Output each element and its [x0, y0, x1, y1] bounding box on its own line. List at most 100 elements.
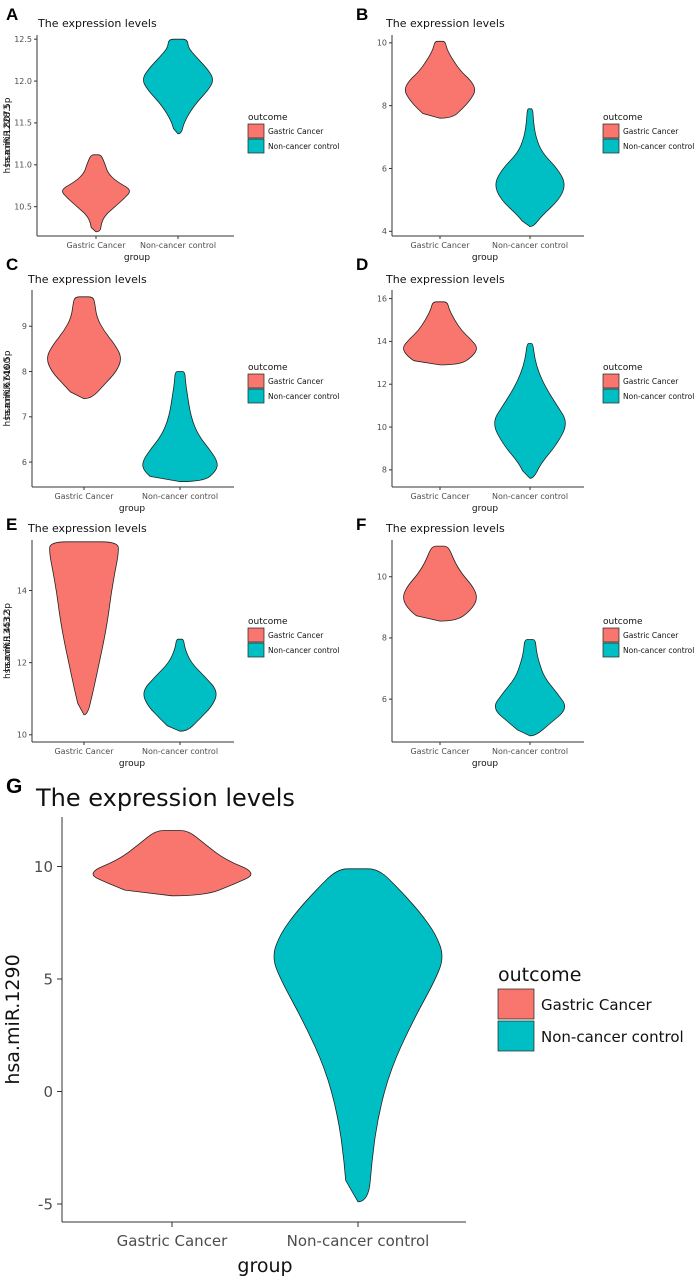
legend-label: Non-cancer control	[623, 142, 694, 151]
legend-title: outcome	[603, 113, 643, 123]
y-tick-label: 6	[382, 164, 387, 173]
violin-non-cancer-control	[142, 371, 218, 483]
violin-non-cancer-control	[143, 38, 213, 135]
legend-label: Non-cancer control	[541, 1028, 684, 1046]
legend-swatch-gastric-cancer	[497, 988, 535, 1020]
x-tick-label: Non-cancer control	[492, 747, 568, 756]
chart-title: The expression levels	[27, 273, 147, 286]
y-axis-label: hsa.miR.1228.5p	[3, 97, 13, 173]
panel-e: E The expression levels 10 12 14 Gastric Canc…	[3, 515, 339, 769]
x-tick-label: Gastric Cancer	[410, 492, 470, 501]
y-tick-label: 9	[22, 322, 27, 331]
chart-title: The expression levels	[27, 522, 147, 535]
y-axis-label: hsa.miR.6100	[3, 357, 13, 419]
legend-label: Non-cancer control	[623, 392, 694, 401]
x-axis-label: group	[119, 504, 145, 514]
y-tick-label: 12.0	[14, 77, 32, 86]
y-tick-label: 12	[377, 380, 387, 389]
y-axis-label: hsa.miR.6746.5p	[3, 350, 13, 426]
x-axis-label: group	[237, 1255, 292, 1276]
x-tick-label: Gastric Cancer	[54, 492, 114, 501]
legend-swatch-non-cancer-control	[602, 642, 620, 658]
violin-gastric-cancer	[403, 301, 477, 366]
violin-non-cancer-control	[495, 108, 565, 228]
y-tick-label: -5	[38, 1195, 53, 1213]
y-tick-label: 8	[22, 367, 27, 376]
y-tick-label: 10	[377, 573, 387, 582]
y-tick-label: 8	[382, 466, 387, 475]
y-tick-label: 4	[382, 227, 387, 236]
y-tick-label: 12.5	[14, 35, 32, 44]
x-tick-label: Non-cancer control	[142, 747, 218, 756]
panel-letter: A	[6, 5, 18, 24]
legend: outcome Gastric Cancer Non-cancer control	[602, 363, 694, 404]
y-tick-label: 14	[377, 337, 387, 346]
x-tick-label: Gastric Cancer	[54, 747, 114, 756]
legend-label: Non-cancer control	[268, 646, 339, 655]
violin-gastric-cancer	[403, 545, 477, 622]
y-tick-label: 0	[43, 1083, 53, 1101]
legend-label: Gastric Cancer	[268, 377, 324, 386]
panel-letter: G	[6, 775, 22, 798]
legend: outcome Gastric Cancer Non-cancer control	[497, 964, 684, 1052]
legend-swatch-gastric-cancer	[602, 123, 620, 139]
violin-non-cancer-control	[494, 343, 566, 479]
panel-f: F The expression levels 6 8 10 Gastric Cancer…	[3, 515, 694, 769]
legend-title: outcome	[603, 617, 643, 627]
y-tick-label: 10	[377, 39, 387, 48]
legend-label: Non-cancer control	[268, 142, 339, 151]
legend-swatch-non-cancer-control	[247, 642, 265, 658]
panel-a: A The expression levels 10.5 11.0 11.5 12.0 12…	[3, 5, 339, 263]
chart-title: The expression levels	[385, 522, 505, 535]
legend-swatch-gastric-cancer	[247, 627, 265, 643]
chart-title: The expression levels	[35, 784, 295, 812]
legend-swatch-gastric-cancer	[602, 373, 620, 389]
legend-swatch-non-cancer-control	[602, 138, 620, 154]
legend-swatch-gastric-cancer	[247, 123, 265, 139]
y-tick-label: 8	[382, 101, 387, 110]
y-tick-label: 7	[22, 413, 27, 422]
y-tick-label: 8	[382, 634, 387, 643]
panel-letter: E	[6, 515, 17, 534]
y-tick-label: 5	[43, 970, 53, 988]
chart-title: The expression levels	[385, 273, 505, 286]
y-axis-label: hsa.miR.1290	[2, 954, 24, 1084]
panel-d: D The expression levels 8 10 12 14 16 Gastric C…	[3, 255, 694, 514]
legend: outcome Gastric Cancer Non-cancer control	[247, 113, 339, 154]
legend-swatch-gastric-cancer	[602, 627, 620, 643]
legend-label: Gastric Cancer	[268, 631, 324, 640]
x-tick-label: Non-cancer control	[142, 492, 218, 501]
y-tick-label: 10	[377, 423, 387, 432]
x-tick-label: Non-cancer control	[140, 241, 216, 250]
legend-swatch-non-cancer-control	[247, 388, 265, 404]
x-tick-label: Non-cancer control	[492, 241, 568, 250]
y-tick-label: 10.5	[14, 202, 32, 211]
legend-label: Gastric Cancer	[623, 127, 679, 136]
legend-swatch-non-cancer-control	[497, 1020, 535, 1052]
x-axis-label: group	[472, 759, 498, 769]
legend-label: Gastric Cancer	[623, 377, 679, 386]
legend: outcome Gastric Cancer Non-cancer control	[602, 113, 694, 154]
violin-gastric-cancer	[49, 541, 119, 716]
x-tick-label: Gastric Cancer	[410, 241, 470, 250]
x-tick-label: Gastric Cancer	[117, 1232, 229, 1250]
violin-non-cancer-control	[273, 868, 443, 1203]
legend-title: outcome	[248, 113, 288, 123]
panel-letter: B	[356, 5, 368, 24]
panel-letter: C	[6, 255, 18, 274]
violin-gastric-cancer	[47, 296, 121, 400]
violin-gastric-cancer	[404, 40, 476, 119]
legend-swatch-non-cancer-control	[602, 388, 620, 404]
y-tick-label: 10	[17, 731, 27, 740]
y-tick-label: 6	[22, 458, 27, 467]
x-tick-label: Non-cancer control	[287, 1232, 430, 1250]
x-axis-label: group	[119, 759, 145, 769]
y-axis-label: hsa.miR.4532	[3, 610, 13, 672]
y-tick-label: 10	[34, 858, 53, 876]
panel-letter: F	[356, 515, 366, 534]
panel-b: B The expression levels 4 6 8 10 Gastric Cance…	[3, 5, 694, 263]
legend-title: outcome	[248, 617, 288, 627]
x-tick-label: Gastric Cancer	[410, 747, 470, 756]
